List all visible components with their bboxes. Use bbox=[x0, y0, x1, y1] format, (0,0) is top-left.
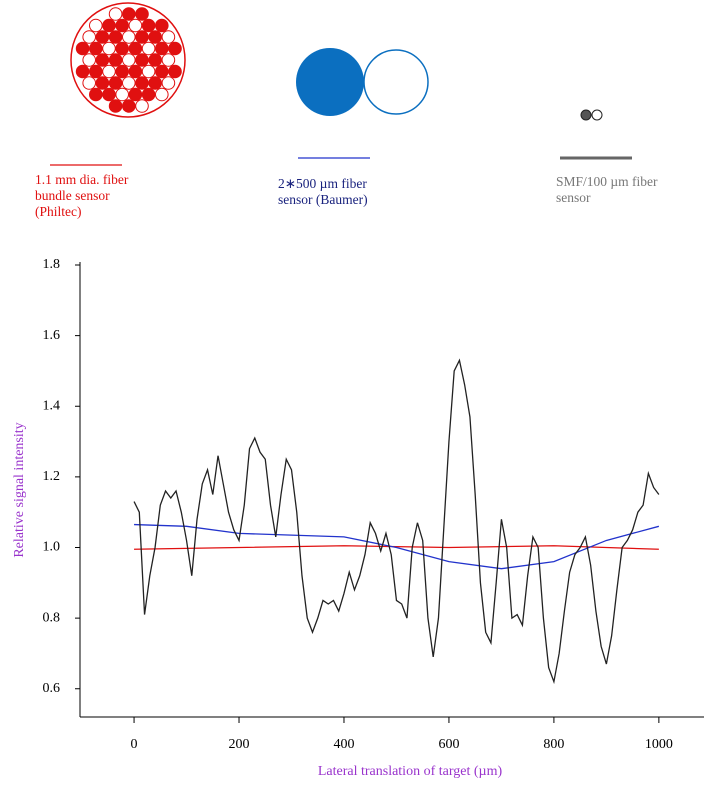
bundle-fiber bbox=[156, 42, 169, 55]
bundle-fiber bbox=[96, 54, 109, 67]
page: Lateral translation of target (µm) Relat… bbox=[0, 0, 704, 785]
bundle-fiber bbox=[116, 88, 129, 101]
bundle-fiber bbox=[90, 65, 103, 78]
bundle-fiber bbox=[156, 65, 169, 78]
bundle-fiber bbox=[76, 65, 89, 78]
y-tick-label: 1.6 bbox=[43, 328, 61, 343]
bundle-fiber bbox=[90, 19, 103, 32]
bundle-fiber bbox=[103, 65, 116, 78]
chart: Lateral translation of target (µm) Relat… bbox=[0, 0, 704, 785]
bundle-fiber bbox=[136, 77, 149, 90]
y-tick-label: 1.0 bbox=[43, 540, 61, 555]
y-tick-label: 1.2 bbox=[43, 469, 61, 484]
y-tick-label: 0.8 bbox=[43, 610, 61, 625]
bundle-fiber bbox=[123, 8, 136, 21]
bundle-fiber bbox=[162, 77, 175, 90]
fiber-filled bbox=[296, 48, 364, 116]
series-line bbox=[134, 360, 659, 681]
bundle-fiber bbox=[109, 31, 122, 44]
bundle-fiber bbox=[116, 19, 129, 32]
bundle-fiber bbox=[129, 65, 142, 78]
x-tick-label: 1000 bbox=[645, 737, 673, 752]
bundle-fiber bbox=[83, 31, 96, 44]
bundle-fiber bbox=[96, 77, 109, 90]
bundle-fiber bbox=[136, 31, 149, 44]
bundle-fiber bbox=[103, 88, 116, 101]
bundle-fiber bbox=[116, 65, 129, 78]
bundle-fiber bbox=[149, 77, 162, 90]
bundle-fiber bbox=[109, 100, 122, 113]
bundle-fiber bbox=[156, 19, 169, 32]
x-tick-label: 800 bbox=[543, 737, 564, 752]
bundle-fiber bbox=[129, 42, 142, 55]
bundle-fiber bbox=[149, 31, 162, 44]
smf-core bbox=[581, 110, 591, 120]
bundle-fiber bbox=[83, 54, 96, 67]
bundle-fiber bbox=[142, 42, 155, 55]
bundle-fiber bbox=[162, 54, 175, 67]
x-axis-label: Lateral translation of target (µm) bbox=[318, 764, 503, 779]
fiber-open bbox=[364, 50, 428, 114]
bundle-fiber bbox=[129, 88, 142, 101]
bundle-fiber bbox=[103, 19, 116, 32]
bundle-fiber bbox=[109, 54, 122, 67]
legend-label: 2∗500 µm fiber sensor (Baumer) bbox=[278, 176, 393, 208]
bundle-fiber bbox=[156, 88, 169, 101]
bundle-fiber bbox=[162, 31, 175, 44]
bundle-fiber bbox=[142, 88, 155, 101]
bundle-fiber bbox=[149, 54, 162, 67]
bundle-fiber bbox=[169, 42, 182, 55]
bundle-fiber bbox=[136, 100, 149, 113]
bundle-fiber bbox=[129, 19, 142, 32]
x-tick-label: 200 bbox=[229, 737, 250, 752]
bundle-fiber bbox=[123, 100, 136, 113]
sensor-icons bbox=[71, 3, 602, 120]
y-tick-label: 1.8 bbox=[43, 257, 61, 272]
bundle-fiber bbox=[169, 65, 182, 78]
y-axis-label: Relative signal intensity bbox=[12, 422, 27, 557]
bundle-fiber bbox=[90, 42, 103, 55]
bundle-fiber bbox=[123, 54, 136, 67]
bundle-fiber bbox=[142, 19, 155, 32]
x-tick-label: 400 bbox=[333, 737, 354, 752]
y-tick-label: 0.6 bbox=[43, 681, 61, 696]
x-tick-label: 0 bbox=[131, 737, 138, 752]
bundle-fiber bbox=[103, 42, 116, 55]
bundle-fiber bbox=[123, 31, 136, 44]
bundle-fiber bbox=[83, 77, 96, 90]
bundle-fiber bbox=[116, 42, 129, 55]
bundle-fiber bbox=[123, 77, 136, 90]
bundle-fiber bbox=[76, 42, 89, 55]
bundle-fiber bbox=[96, 31, 109, 44]
bundle-fiber bbox=[136, 54, 149, 67]
bundle-fiber bbox=[109, 77, 122, 90]
legend-label: SMF/100 µm fiber sensor bbox=[556, 174, 676, 206]
y-tick-label: 1.4 bbox=[43, 398, 61, 413]
x-tick-label: 600 bbox=[438, 737, 459, 752]
bundle-fiber bbox=[142, 65, 155, 78]
bundle-fiber bbox=[90, 88, 103, 101]
bundle-fiber bbox=[109, 8, 122, 21]
legend-label: 1.1 mm dia. fiber bundle sensor (Philtec… bbox=[35, 172, 135, 220]
bundle-fiber bbox=[136, 8, 149, 21]
smf-fiber bbox=[592, 110, 602, 120]
